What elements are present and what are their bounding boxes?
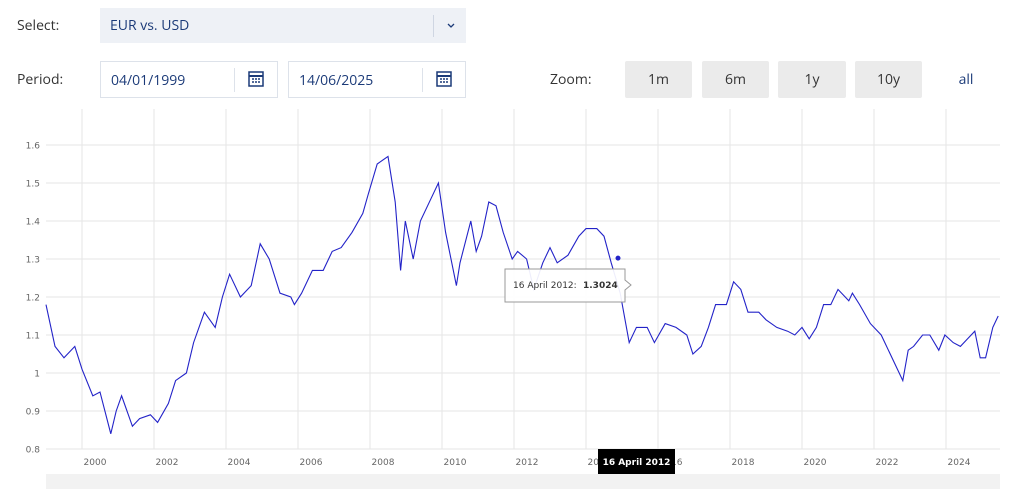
y-tick-label: 1.6 [26, 142, 41, 152]
calendar-icon [422, 68, 452, 92]
chart: 0.8 0.9 1 1.1 1.2 1.3 1.4 1.5 1.6 2000 2002 2004 200… [26, 109, 1000, 489]
tooltip: 16 April 2012: 1.3024 [504, 255, 632, 303]
x-tick-label: 2018 [732, 458, 755, 468]
zoom-button[interactable]: all [958, 70, 974, 89]
x-tick-label: 2022 [876, 458, 899, 468]
y-tick-label: 0.9 [26, 408, 41, 418]
x-tick-label: 2010 [444, 458, 467, 468]
x-tick-label: 2002 [156, 458, 179, 468]
zoom-button[interactable]: 10y [855, 61, 922, 98]
end-date-input[interactable]: 14/06/2025 [288, 61, 466, 98]
crosshair-label: 16 April 2012 [603, 458, 671, 468]
zoom-button[interactable]: 6m [702, 61, 769, 98]
x-tick-label: 2008 [372, 458, 395, 468]
tooltip-value: 1.3024 [583, 281, 618, 291]
x-tick-label: 2004 [228, 458, 251, 468]
select-value: EUR vs. USD [110, 16, 190, 35]
end-date: 14/06/2025 [299, 71, 374, 90]
x-tick-label: 2020 [804, 458, 827, 468]
y-tick-label: 1.2 [26, 294, 40, 304]
start-date: 04/01/1999 [111, 71, 186, 90]
zoom-button[interactable]: 1m [625, 61, 692, 98]
tooltip-date: 16 April 2012: [513, 281, 577, 291]
select-label: Select: [17, 16, 60, 35]
navigator [46, 474, 1000, 489]
period-label: Period: [17, 70, 64, 89]
hover-point [615, 255, 621, 261]
calendar-icon [234, 68, 264, 92]
x-tick-label: 2024 [948, 458, 971, 468]
y-tick-label: 1.4 [26, 218, 41, 228]
tooltip-box [504, 268, 632, 303]
start-date-input[interactable]: 04/01/1999 [100, 61, 278, 98]
y-tick-label: 0.8 [26, 446, 41, 456]
zoom-label: Zoom: [550, 70, 592, 89]
y-tick-label: 1.3 [26, 256, 40, 266]
y-tick-label: 1 [34, 370, 40, 380]
y-tick-label: 1.1 [26, 332, 40, 342]
x-tick-label: 2000 [84, 458, 107, 468]
zoom-button[interactable]: 1y [778, 61, 846, 98]
crosshair-label-box [598, 449, 675, 474]
chevron-icon [433, 15, 455, 37]
y-tick-label: 1.5 [26, 180, 40, 190]
x-tick-label: 2012 [516, 458, 539, 468]
x-tick-label: 2006 [300, 458, 323, 468]
currency-select[interactable]: EUR vs. USD [100, 8, 466, 43]
